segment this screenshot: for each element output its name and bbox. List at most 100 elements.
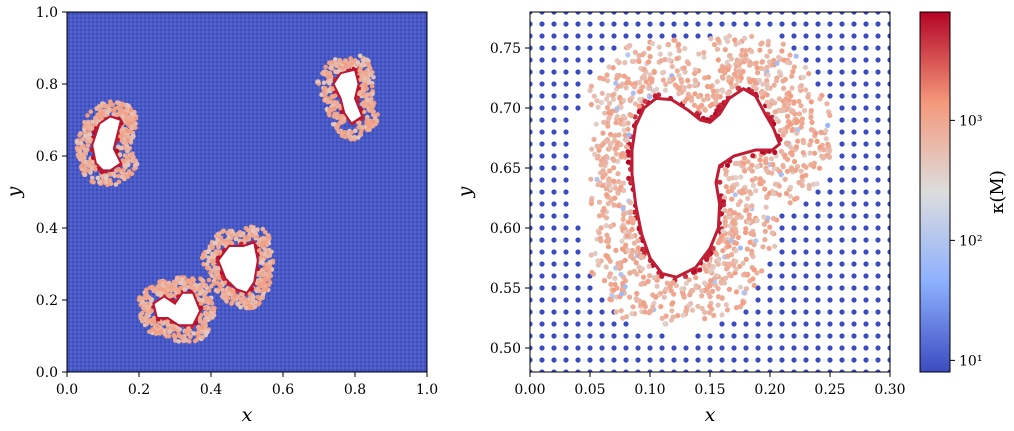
left-point bbox=[160, 287, 166, 293]
left-point bbox=[370, 91, 375, 96]
right-point bbox=[701, 280, 708, 286]
right-grid-point bbox=[530, 165, 533, 171]
left-point bbox=[209, 283, 214, 289]
right-grid-point bbox=[635, 357, 641, 363]
left-point bbox=[327, 107, 333, 112]
right-point bbox=[762, 228, 768, 234]
right-point bbox=[760, 94, 766, 100]
right-grid-point bbox=[530, 21, 533, 27]
right-grid-point bbox=[530, 297, 533, 303]
left-point bbox=[343, 58, 349, 64]
right-point bbox=[784, 168, 791, 174]
right-grid-point bbox=[563, 285, 569, 291]
right-point bbox=[622, 132, 628, 138]
right-grid-point bbox=[863, 369, 869, 372]
right-point bbox=[733, 175, 739, 181]
left-point bbox=[95, 175, 101, 181]
left-point bbox=[210, 258, 215, 264]
right-grid-point bbox=[863, 237, 869, 243]
right-grid-point bbox=[851, 33, 857, 39]
right-grid-point bbox=[551, 105, 557, 111]
left-point bbox=[358, 131, 363, 136]
right-grid-point bbox=[887, 81, 890, 87]
right-point bbox=[826, 153, 832, 160]
right-grid-point bbox=[791, 45, 797, 51]
left-point bbox=[80, 136, 86, 142]
right-grid-point bbox=[551, 117, 557, 123]
right-point bbox=[728, 238, 734, 244]
colorbar-tick-label: 10³ bbox=[959, 113, 982, 129]
right-point bbox=[708, 36, 714, 42]
right-grid-point bbox=[851, 45, 857, 51]
right-grid-point bbox=[815, 81, 821, 87]
right-point bbox=[647, 72, 653, 78]
left-point bbox=[86, 120, 91, 126]
right-grid-point bbox=[635, 33, 641, 39]
left-point bbox=[367, 127, 372, 132]
right-point bbox=[695, 94, 702, 100]
left-point bbox=[370, 124, 375, 129]
right-grid-point bbox=[887, 57, 890, 63]
right-point bbox=[674, 68, 680, 74]
right-grid-point bbox=[815, 189, 821, 195]
right-point bbox=[627, 42, 633, 49]
right-point bbox=[627, 112, 633, 118]
right-point bbox=[773, 78, 780, 84]
right-grid-point bbox=[575, 45, 581, 51]
left-point bbox=[361, 103, 367, 109]
right-grid-point bbox=[530, 69, 533, 75]
right-point bbox=[686, 277, 692, 283]
left-point bbox=[212, 306, 217, 311]
right-point bbox=[786, 97, 792, 103]
right-y-tick-label: 0.75 bbox=[490, 41, 521, 57]
right-grid-point bbox=[803, 201, 809, 207]
left-x-tick-label: 0.4 bbox=[200, 382, 222, 398]
right-grid-point bbox=[779, 309, 785, 315]
left-point bbox=[255, 294, 261, 300]
right-point bbox=[595, 104, 601, 110]
left-point bbox=[191, 331, 196, 336]
left-point bbox=[362, 62, 367, 68]
right-grid-point bbox=[779, 333, 785, 339]
right-grid-point bbox=[695, 12, 701, 15]
right-grid-point bbox=[815, 273, 821, 279]
right-point bbox=[720, 228, 726, 234]
right-point bbox=[743, 203, 750, 209]
right-point bbox=[752, 175, 759, 182]
right-grid-point bbox=[575, 345, 581, 351]
right-point bbox=[750, 182, 757, 188]
left-point bbox=[125, 174, 131, 179]
right-grid-point bbox=[851, 261, 857, 267]
right-grid-point bbox=[863, 321, 869, 327]
left-point bbox=[369, 118, 375, 124]
right-grid-point bbox=[803, 333, 809, 339]
right-point bbox=[656, 44, 662, 50]
left-point bbox=[145, 309, 150, 315]
right-point bbox=[761, 221, 767, 227]
right-point bbox=[598, 143, 604, 149]
right-grid-point bbox=[803, 237, 809, 243]
right-point bbox=[722, 219, 728, 225]
right-point bbox=[723, 275, 729, 281]
right-point bbox=[640, 84, 646, 90]
right-point bbox=[610, 96, 617, 102]
right-point bbox=[824, 101, 830, 107]
left-point bbox=[133, 121, 138, 126]
right-grid-point bbox=[623, 21, 629, 27]
right-grid-point bbox=[827, 33, 833, 39]
left-point bbox=[133, 116, 139, 121]
right-grid-point bbox=[887, 153, 890, 159]
right-point bbox=[626, 175, 632, 181]
left-point bbox=[128, 153, 133, 159]
right-y-axis: 0.50 0.55 0.60 0.65 0.70 0.75 bbox=[490, 41, 530, 357]
right-grid-point bbox=[563, 237, 569, 243]
right-point bbox=[634, 290, 640, 297]
left-point bbox=[255, 227, 260, 232]
right-grid-point bbox=[863, 129, 869, 135]
right-grid-point bbox=[887, 69, 890, 75]
left-point bbox=[178, 280, 183, 286]
right-point bbox=[642, 309, 648, 315]
right-point bbox=[629, 311, 635, 317]
right-grid-point bbox=[719, 357, 725, 363]
left-point bbox=[364, 120, 369, 125]
